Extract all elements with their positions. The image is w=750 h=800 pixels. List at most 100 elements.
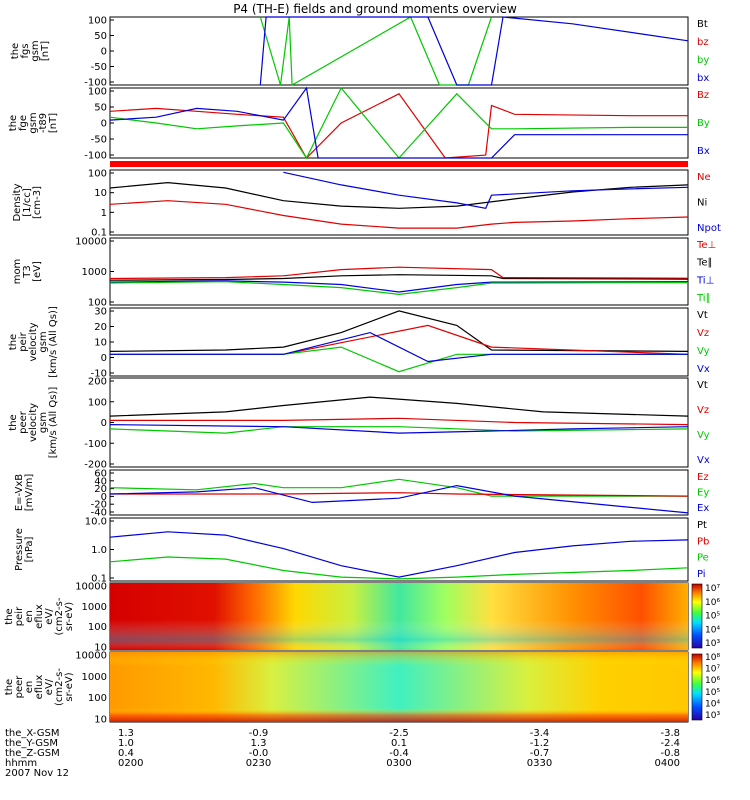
legend-Vt: Vt [697,310,708,321]
x-row-value: 0.4 [118,748,134,759]
x-row-value: -2.4 [660,738,680,749]
y-tick-label: 100 [88,397,107,408]
y-axis-label: E=-VxB [mV/m] [14,474,35,512]
x-row-value: 1.3 [251,738,267,749]
y-axis-label-line: peer [18,410,29,434]
x-row-value: -0.8 [660,748,680,759]
y-axis-label-line: [nT] [40,41,51,61]
colorbar-tick-label: 10³ [705,639,720,649]
y-axis-label-line: the [8,334,19,350]
colorbar-peer [691,653,703,721]
y-axis-label-line: [eV] [32,261,43,282]
y-axis-label-line: eV/ [44,608,55,625]
y-tick-label: 1 [101,208,107,219]
legend-Ni: Ni [697,198,707,209]
x-row-value: 0200 [118,758,143,769]
series-fge-Bx [109,86,688,159]
colorbar-tick-label: 10⁶ [705,598,720,608]
x-row-value: -0.7 [530,748,550,759]
y-tick-label: 100 [88,622,107,633]
y-tick-label: 60 [94,469,107,480]
legend-bz: bz [697,37,709,48]
y-axis-label: the peir velocity gsm [km/s (All Qs)] [8,306,59,378]
y-axis-label: the peir en eflux eV/(cm2-s-sr-eV) [4,597,75,635]
y-tick-label: 10 [94,715,107,726]
y-tick-label: 0 [101,492,107,503]
legend-Pe: Pe [697,553,709,564]
y-tick-label: 10000 [75,582,107,593]
x-row-value: -1.2 [530,738,550,749]
colorbar-tick-label: 10⁷ [705,665,720,675]
y-axis-label-line: sr-eV) [64,672,75,701]
colorbar-peir [691,583,703,649]
y-axis-label: the fge gsm -t89 [nT] [8,112,59,133]
y-axis-label-line: [nPa] [24,536,35,562]
y-tick-label: -50 [91,135,107,146]
chart-title: P4 (TH-E) fields and ground moments over… [233,2,517,16]
y-tick-label: 0 [101,47,107,58]
colorbar-tick-label: 10⁸ [705,653,720,663]
legend-Vx: Vx [697,455,710,466]
panel-frame [109,16,689,86]
y-tick-label: 0 [101,418,107,429]
legend-Te⊥: Te⊥ [696,240,716,251]
y-tick-label: -50 [91,62,107,73]
y-axis-label: mom T3 [eV] [12,259,43,285]
x-row-label: hhmm [5,758,37,769]
y-tick-label: -40 [91,508,107,519]
y-axis-label: the fgs gsm [nT] [10,40,51,61]
y-axis-label: the peer velocity gsm [km/s (All Qs)] [8,387,59,459]
series-efield-Ez [110,492,689,497]
y-tick-label: -200 [84,460,107,471]
x-row-value: 0300 [386,758,411,769]
y-axis-label-line: [km/s (All Qs)] [48,387,59,459]
y-axis-label-line: -t89 [38,113,49,133]
y-axis-label-line: peer [14,675,25,699]
series-pressure-Pe [109,556,689,580]
y-tick-label: 10 [94,338,107,349]
y-axis-label-line: eflux [34,604,45,629]
y-tick-label: -10 [91,369,107,380]
y-axis-label-line: sr-eV) [64,602,75,631]
panel-peer-vel: 200 100 0 -100 -200 the peer velocity gsm [km/s (… [8,377,710,471]
y-tick-label: 1000 [82,602,107,613]
y-axis-label-line: en [24,681,35,694]
panel-density: 100 10 1 0.1 Density [1/cc] [cm-3] Ne Ni Npot [12,169,721,239]
y-axis-label-line: fgs [20,43,31,58]
x-row-value: 0400 [655,758,680,769]
panel-frame [109,307,689,377]
legend-Te∥: Te∥ [696,258,713,269]
panel-temp: 10000 1000 100 mom T3 [eV] Te⊥ Te∥ Ti⊥ Ti∥ [12,237,716,309]
y-tick-label: 200 [88,377,107,388]
y-axis-label-line: peir [18,331,29,351]
legend-Vz: Vz [697,405,709,416]
y-tick-label: 10 [94,188,107,199]
x-row-value: 1.0 [118,738,134,749]
legend-By: By [697,118,710,129]
peir-spectrogram-overlay [110,583,688,650]
y-axis-label-line: gsm [28,112,39,133]
y-tick-label: 30 [94,307,107,318]
y-axis-label: the peer en eflux eV/(cm2-s-sr-eV) [4,668,75,706]
red-status-bar [110,161,688,167]
y-tick-label: 100 [88,87,107,98]
y-tick-label: 0.1 [91,574,107,585]
series-peer-vel-Vx [109,424,689,434]
x-row-value: -2.5 [389,728,409,739]
y-axis-label-line: en [24,610,35,623]
legend-Vy: Vy [697,346,710,357]
y-axis-label-line: gsm [30,40,41,61]
y-tick-label: 50 [94,103,107,114]
y-axis-label-line: [nT] [48,113,59,133]
x-row-value: -0.4 [389,748,409,759]
legend-Ex: Ex [697,503,709,514]
y-axis-label-line: gsm [38,331,49,352]
series-peer-vel-Vy [109,426,689,434]
y-tick-label: -100 [84,151,107,162]
legend-by: by [697,55,709,66]
legend-Pt: Pt [697,520,707,531]
y-tick-label: -100 [84,78,107,89]
x-row-value: -3.8 [660,728,680,739]
